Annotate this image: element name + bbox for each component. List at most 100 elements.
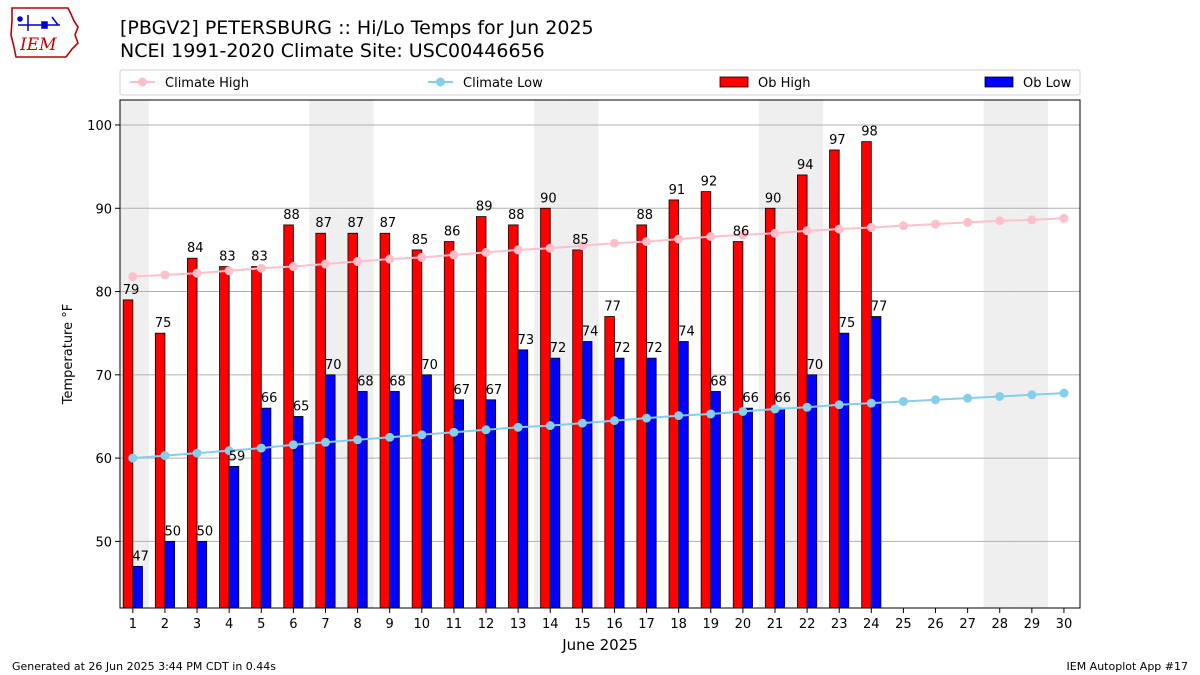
climate-high-point: [288, 262, 298, 272]
ob-low-bar-value-label: 68: [357, 374, 374, 389]
x-tick-label: 1: [129, 617, 137, 632]
x-tick-label: 18: [670, 617, 687, 632]
chart-subtitle: NCEI 1991-2020 Climate Site: USC00446656: [120, 40, 545, 62]
ob-low-bar-value-label: 70: [807, 358, 824, 373]
climate-high-point: [674, 234, 684, 244]
ob-low-bar: [870, 316, 882, 609]
ob-high-bar-value-label: 77: [604, 300, 621, 315]
y-tick-label: 100: [87, 119, 112, 134]
ob-high-bar: [540, 207, 551, 609]
climate-low-point: [802, 402, 812, 412]
ob-high-bar-value-label: 92: [701, 175, 718, 190]
climate-low-point: [577, 418, 587, 428]
ob-low-bar: [742, 407, 753, 609]
x-tick-label: 21: [767, 617, 784, 632]
ob-low-bar: [710, 391, 721, 609]
x-tick-label: 4: [225, 617, 233, 632]
chart-title: [PBGV2] PETERSBURG :: Hi/Lo Temps for Ju…: [120, 17, 594, 39]
climate-high-point: [128, 272, 138, 282]
ob-low-bar-value-label: 75: [839, 316, 856, 331]
app-credit: IEM Autoplot App #17: [1066, 660, 1189, 673]
climate-low-point: [931, 395, 941, 405]
ob-high-bar-value-label: 75: [155, 316, 172, 331]
climate-low-point: [449, 427, 459, 437]
ob-low-bar-value-label: 70: [421, 358, 438, 373]
climate-high-point: [160, 270, 170, 280]
ob-high-bar-value-label: 91: [669, 183, 686, 198]
ob-low-bar: [646, 357, 657, 609]
ob-low-bar: [838, 332, 850, 609]
ob-low-bar-value-label: 66: [742, 391, 759, 406]
ob-high-bar-value-label: 88: [636, 208, 653, 223]
generated-timestamp: Generated at 26 Jun 2025 3:44 PM CDT in …: [12, 660, 277, 673]
y-axis-label: Temperature °F: [61, 304, 76, 405]
climate-low-point: [738, 406, 748, 416]
ob-high-bar: [508, 224, 519, 609]
weather-station-icon: [17, 15, 60, 31]
ob-high-bar: [668, 199, 680, 609]
y-tick-label: 50: [95, 535, 112, 550]
ob-low-bar: [389, 391, 400, 609]
ob-low-bar: [581, 341, 593, 609]
x-tick-label: 28: [991, 617, 1008, 632]
ob-low-bar: [774, 407, 786, 609]
plot-frame: [119, 99, 1081, 609]
x-tick-label: 8: [353, 617, 361, 632]
x-tick-label: 9: [386, 617, 394, 632]
legend-label: Climate Low: [463, 76, 543, 91]
ob-high-bar-value-label: 84: [187, 241, 204, 256]
ob-low-bar: [614, 357, 625, 609]
climate-low-point: [224, 446, 234, 456]
ob-high-bar-value-label: 87: [380, 216, 397, 231]
ob-high-bar: [700, 191, 712, 609]
climate-high-point: [192, 268, 202, 278]
climate-low-point: [353, 435, 363, 445]
climate-low-point: [417, 430, 427, 440]
iowa-state-outline-icon: [10, 7, 79, 58]
climate-high-point: [866, 222, 876, 232]
climate-high-point: [513, 245, 523, 255]
ob-low-bar: [196, 540, 208, 609]
ob-low-bar: [132, 565, 143, 609]
ob-high-bar: [283, 224, 294, 609]
climate-low-point: [674, 411, 684, 421]
y-tick-label: 60: [95, 452, 112, 467]
climate-low-point: [995, 391, 1005, 401]
ob-high-bar-value-label: 86: [733, 225, 750, 240]
ob-high-bar: [347, 232, 358, 609]
climate-high-point: [802, 226, 812, 236]
climate-low-point: [545, 421, 555, 431]
climate-high-point: [353, 257, 363, 267]
ob-low-bar-value-label: 50: [164, 524, 181, 539]
logo-text: IEM: [19, 35, 57, 55]
climate-low-point: [609, 416, 619, 426]
ob-high-bar: [861, 141, 872, 609]
ob-low-bar-value-label: 74: [582, 325, 599, 340]
ob-low-bar: [325, 374, 336, 609]
ob-high-bar-value-label: 83: [219, 250, 236, 265]
ob-high-bar: [829, 149, 840, 609]
ob-low-bar-value-label: 72: [646, 341, 663, 356]
ob-low-bar: [357, 391, 368, 609]
climate-high-line: [132, 217, 1064, 278]
climate-high-point: [834, 224, 844, 234]
x-tick-label: 17: [638, 617, 655, 632]
ob-low-bar-value-label: 47: [132, 549, 149, 564]
x-tick-label: 3: [193, 617, 201, 632]
ob-high-bar-value-label: 90: [540, 191, 557, 206]
y-tick-label: 90: [95, 202, 112, 217]
x-tick-label: 6: [289, 617, 297, 632]
climate-high-point: [417, 252, 427, 262]
climate-high-point: [224, 266, 234, 276]
ob-low-bar-value-label: 77: [871, 300, 888, 315]
weekend-band: [983, 100, 1016, 608]
ob-high-bar-value-label: 83: [251, 250, 268, 265]
climate-low-line: [132, 392, 1064, 460]
ob-low-bar-value-label: 66: [775, 391, 792, 406]
climate-low-point: [898, 396, 908, 406]
y-tick-label: 80: [95, 286, 112, 301]
ob-low-bar-value-label: 72: [550, 341, 567, 356]
ob-high-bar-value-label: 85: [412, 233, 429, 248]
climate-high-point: [449, 250, 459, 260]
climate-low-point: [192, 448, 202, 458]
